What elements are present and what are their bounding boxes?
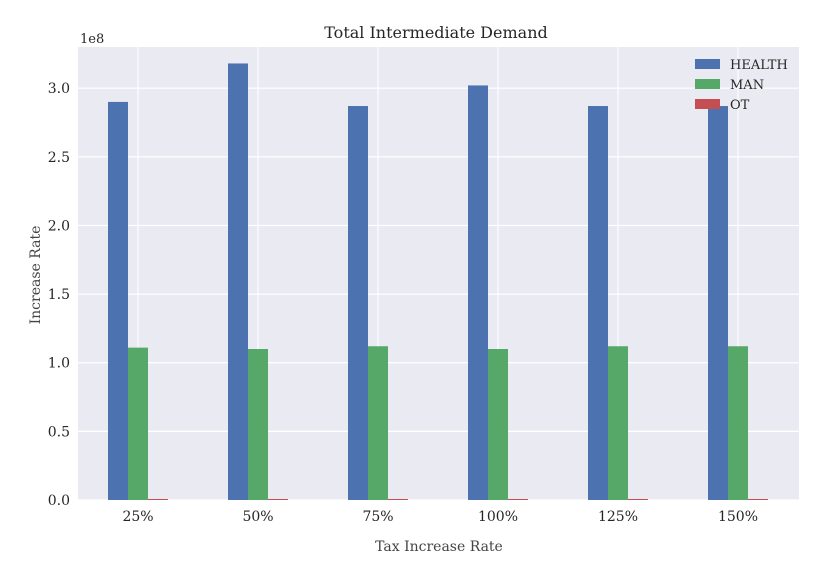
- x-tick-label: 100%: [478, 509, 518, 525]
- y-tick-label: 2.5: [48, 150, 70, 166]
- bar-ot: [268, 499, 288, 500]
- y-offset-text: 1e8: [80, 32, 104, 47]
- legend-swatch-man: [695, 79, 720, 89]
- y-axis-label: Increase Rate: [28, 226, 44, 325]
- bar-ot: [148, 499, 168, 500]
- bar-man: [368, 346, 388, 500]
- bar-health: [228, 63, 248, 501]
- y-tick-label: 0.0: [48, 493, 70, 509]
- y-tick-label: 1.5: [48, 287, 70, 303]
- x-tick-labels: 25% 50% 75% 100% 125% 150%: [122, 509, 758, 525]
- chart-title: Total Intermediate Demand: [324, 23, 547, 42]
- bar-ot: [628, 499, 648, 500]
- bars: [108, 63, 768, 501]
- bar-ot: [508, 499, 528, 500]
- legend-label: OT: [730, 98, 750, 113]
- bar-health: [588, 106, 608, 500]
- bar-ot: [748, 499, 768, 500]
- legend: HEALTH MAN OT: [695, 58, 788, 113]
- bar-health: [708, 106, 728, 500]
- bar-health: [468, 85, 488, 500]
- bar-health: [348, 106, 368, 500]
- y-tick-labels: 0.0 0.5 1.0 1.5 2.0 2.5 3.0: [48, 81, 70, 509]
- x-tick-label: 125%: [598, 509, 638, 525]
- legend-swatch-ot: [695, 99, 720, 109]
- bar-man: [488, 349, 508, 500]
- bar-ot: [388, 499, 408, 500]
- x-tick-label: 50%: [242, 509, 273, 525]
- legend-label: MAN: [730, 78, 764, 93]
- bar-man: [128, 347, 148, 500]
- bar-man: [728, 346, 748, 500]
- y-tick-label: 0.5: [48, 424, 70, 440]
- bar-health: [108, 101, 128, 500]
- bar-man: [608, 346, 628, 500]
- y-tick-label: 2.0: [48, 218, 70, 234]
- bar-man: [248, 349, 268, 500]
- legend-label: HEALTH: [730, 58, 788, 73]
- x-tick-label: 75%: [362, 509, 393, 525]
- x-tick-label: 150%: [718, 509, 758, 525]
- y-tick-label: 1.0: [48, 356, 70, 372]
- plot-area: [78, 47, 799, 500]
- y-tick-label: 3.0: [48, 81, 70, 97]
- legend-swatch-health: [695, 59, 720, 69]
- x-axis-label: Tax Increase Rate: [375, 539, 503, 555]
- x-tick-label: 25%: [122, 509, 153, 525]
